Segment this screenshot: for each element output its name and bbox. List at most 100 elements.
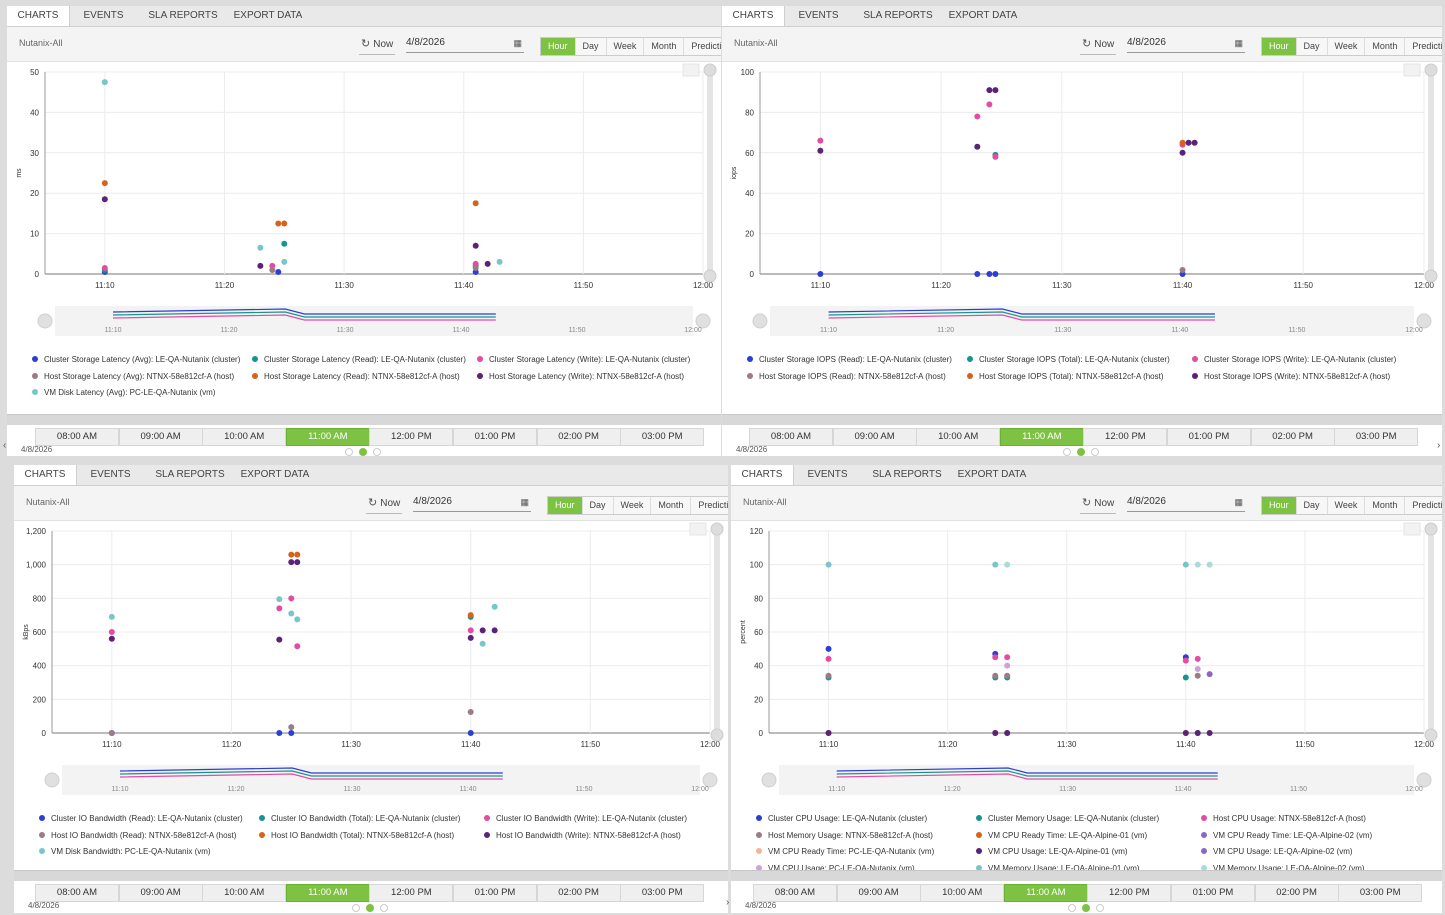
tab-charts[interactable]: CHARTS [731, 465, 794, 485]
timeline-slot[interactable]: 02:00 PM [1250, 428, 1335, 446]
legend-item[interactable]: Host Storage Latency (Avg): NTNX-58e812c… [32, 371, 234, 382]
tab-sla-reports[interactable]: SLA REPORTS [872, 469, 942, 480]
timeline-slot[interactable]: 09:00 AM [836, 884, 921, 902]
calendar-icon[interactable]: ▦ [1234, 497, 1243, 507]
now-button[interactable]: ↻ Now [1080, 34, 1117, 55]
tab-events[interactable]: EVENTS [798, 10, 839, 21]
range-button-month[interactable]: Month [651, 497, 692, 514]
range-button-prediction[interactable]: Prediction [691, 497, 728, 514]
range-button-day[interactable]: Day [576, 38, 607, 55]
range-button-prediction[interactable]: Prediction [1405, 497, 1442, 514]
legend-item[interactable]: Cluster Memory Usage: LE-QA-Nutanix (clu… [976, 813, 1159, 824]
timeline-slot[interactable]: 12:00 PM [369, 884, 454, 902]
range-button-prediction[interactable]: Prediction [684, 38, 721, 55]
legend-item[interactable]: VM Disk Bandwidth: PC-LE-QA-Nutanix (vm) [39, 846, 211, 857]
page-dots[interactable] [342, 448, 384, 456]
tab-charts[interactable]: CHARTS [722, 6, 785, 26]
calendar-icon[interactable]: ▦ [1234, 38, 1243, 48]
timeline-slot[interactable]: 09:00 AM [118, 884, 203, 902]
range-button-week[interactable]: Week [607, 38, 645, 55]
page-dot[interactable] [1091, 448, 1099, 456]
legend-item[interactable]: Cluster Storage Latency (Write): LE-QA-N… [477, 354, 690, 365]
timeline-slot[interactable]: 08:00 AM [753, 884, 837, 902]
timeline-slot[interactable]: 08:00 AM [749, 428, 833, 446]
legend-item[interactable]: VM CPU Usage: LE-QA-Alpine-02 (vm) [1201, 846, 1353, 857]
page-dot[interactable] [1077, 448, 1085, 456]
legend-item[interactable]: Cluster Storage IOPS (Read): LE-QA-Nutan… [747, 354, 952, 365]
range-button-hour[interactable]: Hour [1262, 497, 1297, 514]
timeline-slot[interactable]: 11:00 AM [285, 428, 370, 446]
range-button-week[interactable]: Week [1328, 497, 1366, 514]
page-dots[interactable] [1060, 448, 1102, 456]
timeline-slot[interactable]: 12:00 PM [369, 428, 454, 446]
timeline-slot[interactable]: 10:00 AM [920, 884, 1005, 902]
page-dot[interactable] [366, 904, 374, 912]
timeline-slot[interactable]: 11:00 AM [999, 428, 1084, 446]
timeline-slot[interactable]: 09:00 AM [118, 428, 203, 446]
range-button-hour[interactable]: Hour [1262, 38, 1297, 55]
timeline-slot[interactable]: 03:00 PM [1334, 428, 1419, 446]
range-button-month[interactable]: Month [1365, 38, 1406, 55]
page-dots[interactable] [1065, 904, 1107, 912]
timeline-slot[interactable]: 01:00 PM [453, 884, 537, 902]
legend-item[interactable]: Host Storage IOPS (Read): NTNX-58e812cf-… [747, 371, 946, 382]
timeline-slot[interactable]: 01:00 PM [453, 428, 537, 446]
legend-item[interactable]: Cluster Storage Latency (Read): LE-QA-Nu… [252, 354, 466, 365]
date-field[interactable]: 4/8/2026 ▦ [406, 34, 524, 53]
timeline-slot[interactable]: 12:00 PM [1083, 428, 1168, 446]
legend-item[interactable]: Host Storage IOPS (Total): NTNX-58e812cf… [967, 371, 1164, 382]
timeline-slot[interactable]: 03:00 PM [620, 428, 705, 446]
legend-item[interactable]: VM CPU Ready Time: LE-QA-Alpine-02 (vm) [1201, 830, 1372, 841]
legend-item[interactable]: Host CPU Usage: NTNX-58e812cf-A (host) [1201, 813, 1366, 824]
range-button-day[interactable]: Day [583, 497, 614, 514]
legend-item[interactable]: Host IO Bandwidth (Read): NTNX-58e812cf-… [39, 830, 236, 841]
tab-export-data[interactable]: EXPORT DATA [233, 10, 303, 21]
timeline-slot[interactable]: 11:00 AM [1003, 884, 1088, 902]
timeline-slot[interactable]: 02:00 PM [1254, 884, 1339, 902]
legend-item[interactable]: Cluster CPU Usage: LE-QA-Nutanix (cluste… [756, 813, 927, 824]
tab-sla-reports[interactable]: SLA REPORTS [863, 10, 933, 21]
page-dot[interactable] [352, 904, 360, 912]
legend-item[interactable]: VM CPU Usage: LE-QA-Alpine-01 (vm) [976, 846, 1128, 857]
legend-item[interactable]: VM CPU Ready Time: PC-LE-QA-Nutanix (vm) [756, 846, 934, 857]
calendar-icon[interactable]: ▦ [513, 38, 522, 48]
legend-item[interactable]: Host Storage IOPS (Write): NTNX-58e812cf… [1192, 371, 1390, 382]
legend-item[interactable]: VM Memory Usage: LE-QA-Alpine-01 (vm) [976, 863, 1140, 874]
page-dot[interactable] [1063, 448, 1071, 456]
range-button-month[interactable]: Month [644, 38, 685, 55]
range-button-week[interactable]: Week [614, 497, 652, 514]
legend-item[interactable]: VM CPU Usage: PC-LE-QA-Nutanix (vm) [756, 863, 915, 874]
timeline-slot[interactable]: 01:00 PM [1171, 884, 1255, 902]
timeline-slot[interactable]: 12:00 PM [1087, 884, 1172, 902]
calendar-icon[interactable]: ▦ [520, 497, 529, 507]
date-field[interactable]: 4/8/2026 ▦ [1127, 34, 1245, 53]
tab-sla-reports[interactable]: SLA REPORTS [155, 469, 225, 480]
legend-item[interactable]: VM CPU Ready Time: LE-QA-Alpine-01 (vm) [976, 830, 1147, 841]
now-button[interactable]: ↻ Now [1080, 493, 1117, 514]
tab-events[interactable]: EVENTS [83, 10, 124, 21]
timeline-slot[interactable]: 02:00 PM [536, 428, 621, 446]
range-button-month[interactable]: Month [1365, 497, 1406, 514]
date-field[interactable]: 4/8/2026 ▦ [1127, 493, 1245, 512]
chevron-right-icon[interactable]: › [726, 897, 730, 908]
legend-item[interactable]: Cluster Storage Latency (Avg): LE-QA-Nut… [32, 354, 240, 365]
range-button-hour[interactable]: Hour [548, 497, 583, 514]
legend-item[interactable]: Host IO Bandwidth (Write): NTNX-58e812cf… [484, 830, 681, 841]
timeline-slot[interactable]: 10:00 AM [916, 428, 1001, 446]
timeline-slot[interactable]: 03:00 PM [620, 884, 705, 902]
page-dot[interactable] [1095, 904, 1104, 912]
timeline-slot[interactable]: 09:00 AM [832, 428, 917, 446]
page-dot[interactable] [1081, 904, 1090, 912]
tab-charts[interactable]: CHARTS [14, 465, 77, 485]
legend-item[interactable]: Cluster IO Bandwidth (Total): LE-QA-Nuta… [259, 813, 460, 824]
page-dots[interactable] [349, 904, 391, 912]
timeline-slot[interactable]: 11:00 AM [285, 884, 370, 902]
legend-item[interactable]: Host Storage Latency (Read): NTNX-58e812… [252, 371, 460, 382]
tab-export-data[interactable]: EXPORT DATA [948, 10, 1018, 21]
tab-events[interactable]: EVENTS [807, 469, 848, 480]
page-dot[interactable] [1067, 904, 1076, 912]
chevron-left-icon[interactable]: ‹ [3, 440, 7, 451]
now-button[interactable]: ↻ Now [359, 34, 396, 55]
range-button-hour[interactable]: Hour [541, 38, 576, 55]
timeline-slot[interactable]: 03:00 PM [1338, 884, 1423, 902]
